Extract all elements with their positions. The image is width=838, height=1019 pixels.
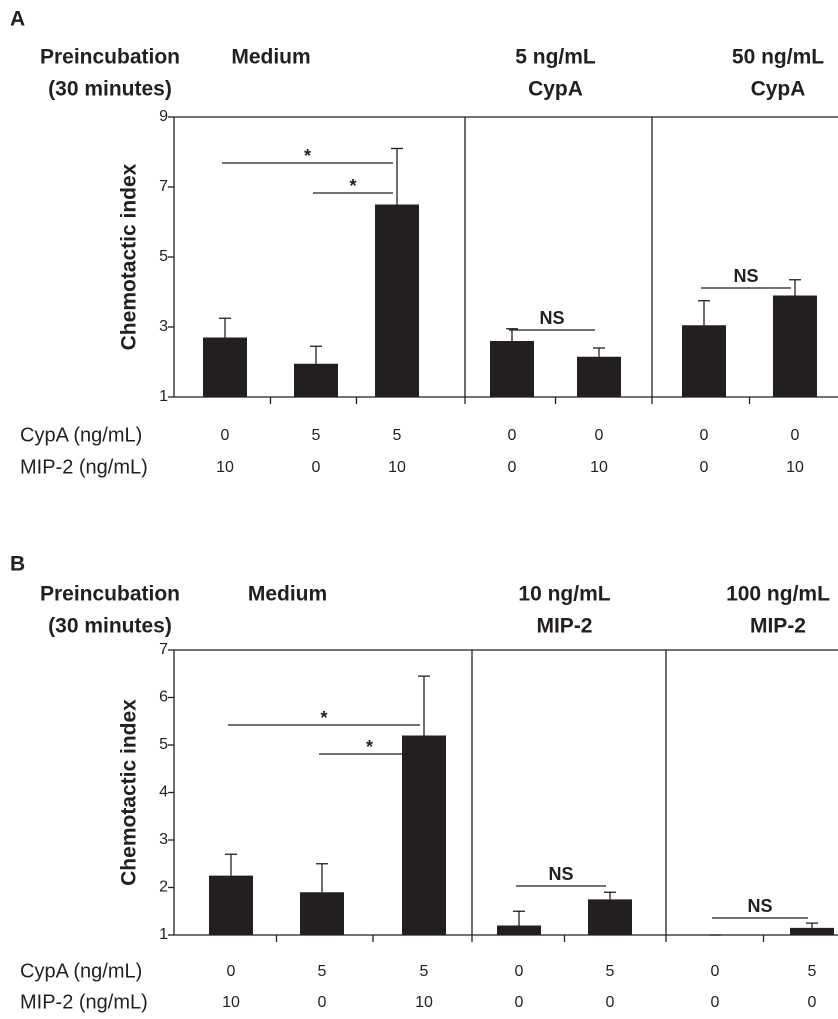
bar bbox=[402, 735, 446, 935]
row-value: 0 bbox=[711, 963, 720, 980]
row-value: 10 bbox=[388, 459, 406, 476]
significance-label: NS bbox=[733, 266, 758, 286]
row-value: 5 bbox=[312, 427, 321, 444]
y-tick-label: 3 bbox=[159, 831, 168, 848]
row-value: 0 bbox=[808, 994, 817, 1011]
significance-label: NS bbox=[548, 864, 573, 884]
bar bbox=[294, 363, 338, 397]
panel-label: B bbox=[10, 553, 25, 576]
row-value: 0 bbox=[711, 994, 720, 1011]
bar bbox=[375, 204, 419, 397]
row-value: 0 bbox=[595, 427, 604, 444]
y-tick-label: 7 bbox=[159, 641, 168, 658]
group-label: 50 ng/mL bbox=[732, 46, 824, 69]
group-label: MIP-2 bbox=[536, 615, 592, 638]
bar bbox=[497, 925, 541, 935]
y-tick-label: 5 bbox=[159, 248, 168, 265]
significance-label: * bbox=[366, 737, 373, 757]
row-value: 0 bbox=[221, 427, 230, 444]
bar bbox=[588, 899, 632, 935]
y-tick-label: 3 bbox=[159, 318, 168, 335]
bar bbox=[490, 341, 534, 397]
y-tick-label: 2 bbox=[159, 879, 168, 896]
row-label: MIP-2 (ng/mL) bbox=[20, 991, 148, 1013]
panel-label: A bbox=[10, 8, 25, 31]
row-value: 0 bbox=[508, 459, 517, 476]
group-label: 100 ng/mL bbox=[726, 583, 830, 606]
significance-label: NS bbox=[539, 308, 564, 328]
header-text: (30 minutes) bbox=[48, 78, 172, 101]
row-value: 0 bbox=[791, 427, 800, 444]
row-value: 0 bbox=[700, 427, 709, 444]
row-value: 0 bbox=[318, 994, 327, 1011]
row-value: 0 bbox=[515, 963, 524, 980]
significance-label: * bbox=[349, 176, 356, 196]
bar bbox=[773, 295, 817, 397]
row-value: 10 bbox=[222, 994, 240, 1011]
bar bbox=[682, 325, 726, 397]
group-label: MIP-2 bbox=[750, 615, 806, 638]
y-tick-label: 4 bbox=[159, 784, 168, 801]
bar bbox=[203, 337, 247, 397]
header-text: Preincubation bbox=[40, 583, 180, 606]
row-value: 5 bbox=[808, 963, 817, 980]
bar bbox=[209, 875, 253, 935]
row-value: 10 bbox=[590, 459, 608, 476]
row-value: 0 bbox=[227, 963, 236, 980]
significance-label: * bbox=[304, 146, 311, 166]
row-value: 0 bbox=[312, 459, 321, 476]
row-value: 10 bbox=[786, 459, 804, 476]
header-text: Preincubation bbox=[40, 46, 180, 69]
y-tick-label: 1 bbox=[159, 926, 168, 943]
row-value: 0 bbox=[700, 459, 709, 476]
row-label: CypA (ng/mL) bbox=[20, 960, 142, 982]
y-tick-label: 9 bbox=[159, 108, 168, 125]
row-value: 0 bbox=[606, 994, 615, 1011]
y-axis-label: Chemotactic index bbox=[118, 699, 141, 886]
bar bbox=[790, 927, 834, 935]
row-label: CypA (ng/mL) bbox=[20, 424, 142, 446]
group-label: CypA bbox=[751, 78, 806, 101]
significance-label: * bbox=[320, 708, 327, 728]
y-axis-label: Chemotactic index bbox=[118, 163, 141, 350]
row-value: 5 bbox=[393, 427, 402, 444]
header-text: (30 minutes) bbox=[48, 615, 172, 638]
group-label: Medium bbox=[231, 46, 310, 69]
bar bbox=[577, 356, 621, 397]
group-label: Medium bbox=[248, 583, 327, 606]
row-label: MIP-2 (ng/mL) bbox=[20, 456, 148, 478]
group-label: 5 ng/mL bbox=[515, 46, 596, 69]
row-value: 5 bbox=[318, 963, 327, 980]
row-value: 10 bbox=[415, 994, 433, 1011]
row-value: 10 bbox=[216, 459, 234, 476]
row-value: 0 bbox=[515, 994, 524, 1011]
bar bbox=[300, 892, 344, 935]
y-tick-label: 6 bbox=[159, 689, 168, 706]
row-value: 5 bbox=[420, 963, 429, 980]
row-value: 0 bbox=[508, 427, 517, 444]
y-tick-label: 7 bbox=[159, 178, 168, 195]
significance-label: NS bbox=[747, 896, 772, 916]
group-label: 10 ng/mL bbox=[518, 583, 610, 606]
y-tick-label: 5 bbox=[159, 736, 168, 753]
row-value: 5 bbox=[606, 963, 615, 980]
group-label: CypA bbox=[528, 78, 583, 101]
y-tick-label: 1 bbox=[159, 388, 168, 405]
